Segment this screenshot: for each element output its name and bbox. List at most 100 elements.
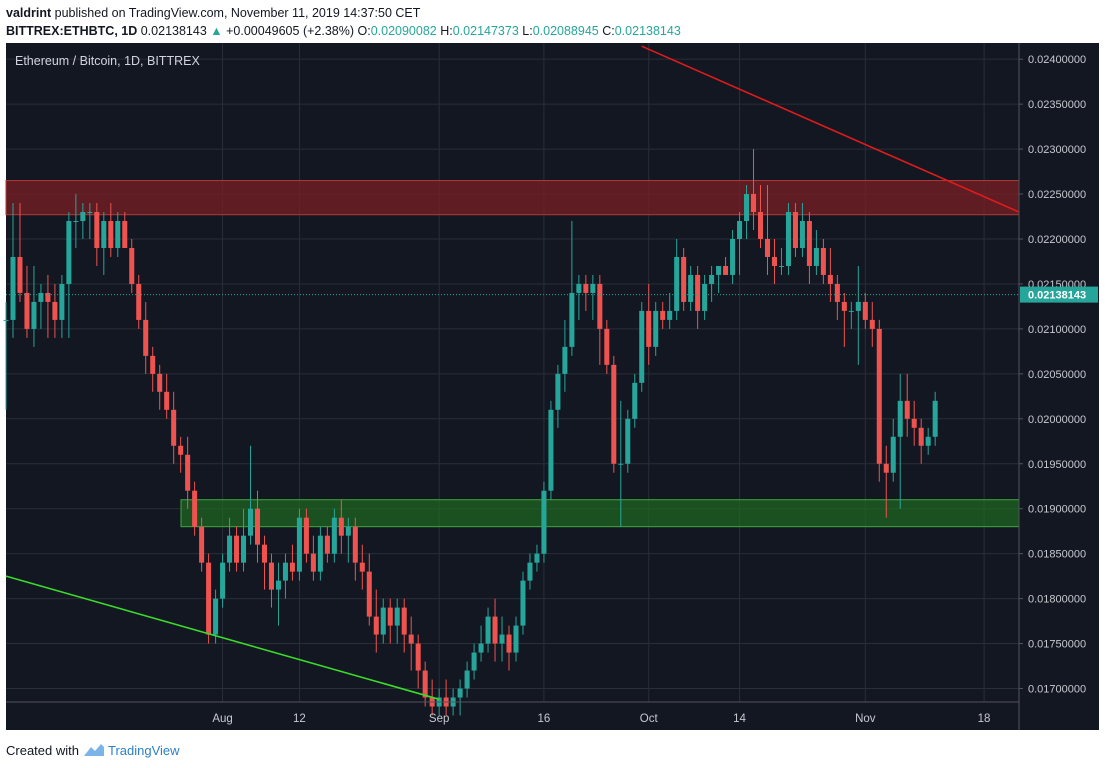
candle-body: [31, 301, 37, 329]
candle-body: [730, 238, 736, 275]
candle-body: [352, 526, 358, 563]
candle-body: [66, 221, 72, 284]
candle-body: [10, 256, 16, 320]
candle-body: [380, 607, 386, 635]
ohlc-line: BITTREX:ETHBTC, 1D 0.02138143 ▲ +0.00049…: [6, 22, 1101, 40]
price-axis[interactable]: [1019, 43, 1099, 730]
candle-body: [492, 616, 498, 644]
candle-body: [653, 310, 659, 347]
candle-body: [338, 517, 344, 536]
candle-body: [785, 212, 791, 266]
open-label: O:: [357, 24, 371, 38]
candle-body: [513, 625, 519, 653]
x-tick-label: Oct: [640, 713, 659, 725]
candle-body: [220, 562, 226, 599]
candle-body: [387, 607, 393, 626]
tradingview-brand-label: TradingView: [107, 742, 180, 758]
candle-body: [227, 535, 233, 563]
candle-body: [52, 301, 58, 320]
candle-body: [24, 292, 30, 329]
last-price-tag: [1020, 286, 1098, 303]
y-tick-label: 0.02200000: [1028, 234, 1086, 246]
author-name[interactable]: valdrint: [6, 6, 52, 20]
up-arrow-icon: ▲: [210, 24, 223, 38]
candle-body: [268, 562, 274, 590]
y-tick-label: 0.01800000: [1028, 594, 1086, 606]
candle-body: [548, 409, 554, 491]
candle-body: [681, 256, 687, 302]
candle-body: [415, 643, 421, 671]
candle-body: [841, 301, 847, 311]
candle-body: [827, 274, 833, 284]
candle-body: [157, 373, 163, 392]
candle-body: [911, 418, 917, 428]
candle-body: [254, 508, 261, 545]
x-tick-label: 12: [293, 713, 306, 725]
support-trend-line: [5, 575, 440, 701]
candle-body: [101, 221, 107, 248]
candle-body: [792, 212, 798, 248]
x-tick-label: Aug: [212, 713, 232, 725]
candle-body: [834, 283, 840, 302]
candle-body: [234, 535, 240, 563]
candle-body: [883, 463, 889, 473]
candle-body: [199, 526, 205, 563]
candle-body: [716, 265, 722, 275]
y-tick-label: 0.02050000: [1028, 369, 1086, 381]
y-tick-label: 0.02250000: [1028, 189, 1086, 201]
candle-body: [897, 400, 903, 437]
candle-body: [178, 445, 184, 455]
candle-body: [261, 544, 268, 563]
candle-body: [394, 607, 400, 626]
candle-body: [80, 212, 86, 222]
high-value: 0.02147373: [452, 24, 519, 38]
candle-body: [401, 607, 407, 635]
candle-body: [757, 212, 764, 239]
resistance-zone: [5, 180, 1020, 216]
candle-body: [583, 283, 589, 293]
time-axis[interactable]: [6, 702, 1019, 730]
candle-body: [876, 328, 882, 464]
candle-body: [751, 194, 757, 213]
candle-body: [241, 535, 247, 563]
y-tick-label: 0.02400000: [1028, 54, 1086, 66]
candle-body: [422, 670, 428, 698]
candle-body: [366, 571, 372, 617]
candle-body: [94, 212, 100, 248]
candle-body: [890, 436, 896, 473]
candle-body: [289, 562, 295, 572]
candle-body: [296, 517, 302, 572]
candle-body: [164, 391, 170, 410]
candle-body: [569, 292, 575, 347]
candle-body: [87, 212, 93, 214]
candle-body: [541, 490, 547, 554]
candle-body: [667, 310, 673, 320]
candle-body: [457, 688, 463, 698]
candle-body: [618, 463, 624, 465]
y-tick-label: 0.02000000: [1028, 414, 1086, 426]
chart-header: valdrint published on TradingView.com, N…: [6, 4, 1101, 40]
footer: Created with TradingView: [6, 740, 180, 760]
last-price: 0.02138143: [140, 24, 207, 38]
y-tick-label: 0.02300000: [1028, 144, 1086, 156]
y-tick-label: 0.01850000: [1028, 549, 1086, 561]
candle-body: [248, 508, 254, 536]
tradingview-brand[interactable]: TradingView: [83, 743, 180, 758]
candle-body: [275, 580, 281, 590]
candle-body: [604, 328, 610, 365]
candle-body: [171, 409, 177, 446]
candle-body: [723, 265, 729, 275]
candles: [3, 149, 938, 716]
x-tick-label: 18: [978, 713, 991, 725]
candle-body: [660, 310, 666, 320]
candle-body: [108, 221, 114, 248]
candle-body: [136, 283, 142, 320]
candle-body: [206, 562, 212, 635]
candle-body: [129, 247, 135, 284]
publish-line: valdrint published on TradingView.com, N…: [6, 4, 1101, 22]
candle-body: [17, 256, 23, 293]
candle-body: [639, 310, 645, 383]
candle-body: [310, 553, 316, 572]
candle-body: [918, 427, 924, 446]
